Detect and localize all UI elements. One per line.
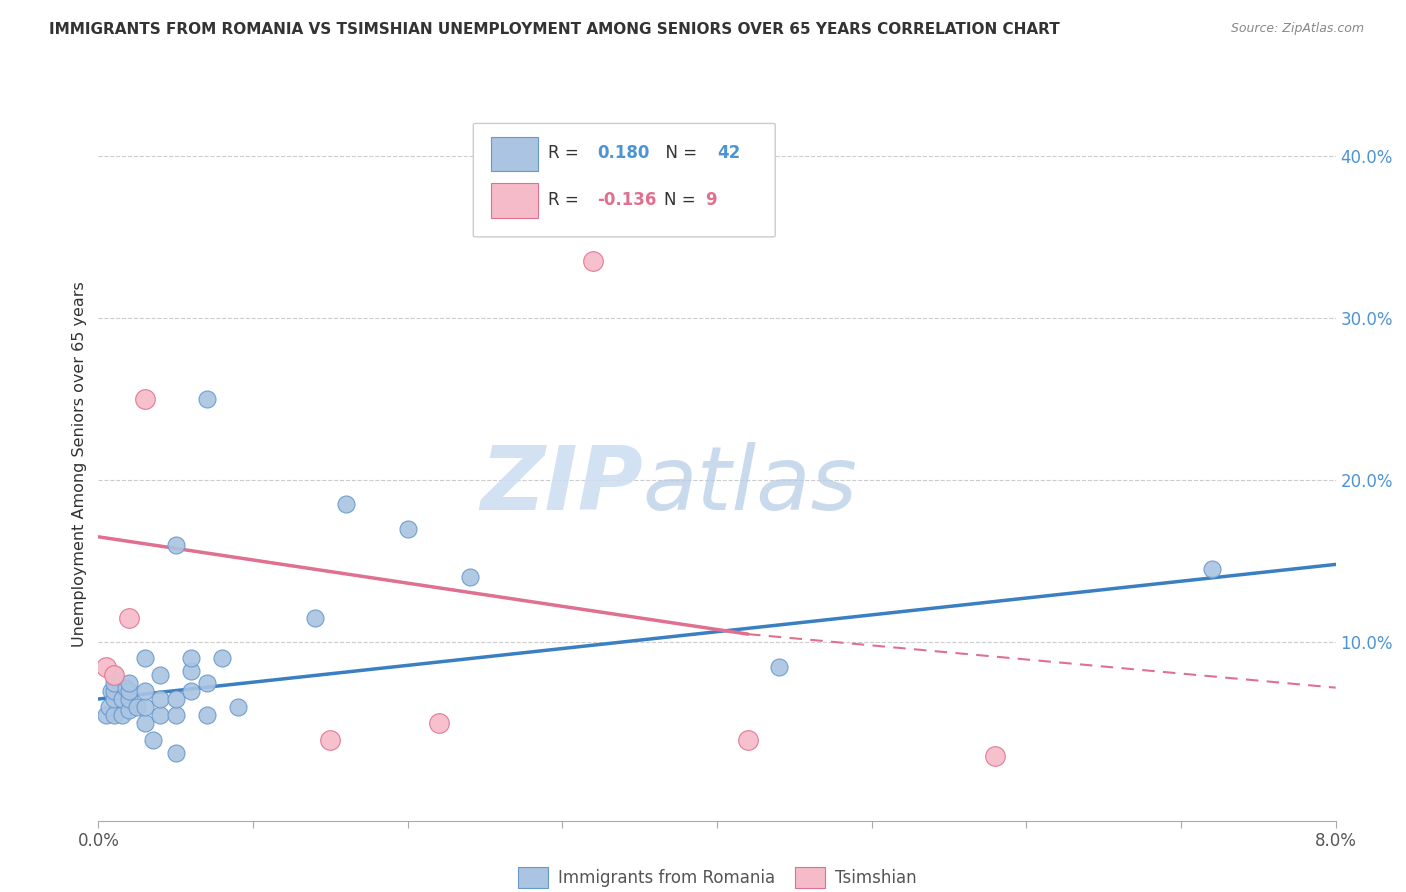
Text: N =: N = bbox=[655, 145, 703, 162]
Text: -0.136: -0.136 bbox=[598, 191, 657, 209]
Point bbox=[984, 748, 1007, 763]
Point bbox=[304, 611, 326, 625]
Point bbox=[335, 497, 357, 511]
Point bbox=[98, 700, 121, 714]
Point bbox=[111, 692, 134, 706]
Point bbox=[427, 716, 450, 731]
Point bbox=[118, 684, 141, 698]
Point bbox=[134, 651, 156, 665]
Text: R =: R = bbox=[547, 191, 583, 209]
Point bbox=[134, 700, 156, 714]
Point bbox=[134, 392, 156, 406]
Point bbox=[103, 667, 125, 681]
Point bbox=[134, 684, 156, 698]
Point bbox=[103, 675, 125, 690]
Point bbox=[118, 611, 141, 625]
Point bbox=[165, 708, 187, 723]
Point bbox=[165, 746, 187, 760]
Point bbox=[96, 659, 118, 673]
Point bbox=[180, 665, 202, 679]
Point bbox=[103, 667, 125, 681]
Point bbox=[149, 708, 172, 723]
Point bbox=[458, 570, 481, 584]
Point bbox=[226, 700, 249, 714]
Point bbox=[1201, 562, 1223, 576]
Point bbox=[180, 684, 202, 698]
Point bbox=[165, 692, 187, 706]
FancyBboxPatch shape bbox=[491, 184, 537, 218]
Point bbox=[396, 522, 419, 536]
Point bbox=[111, 708, 134, 723]
FancyBboxPatch shape bbox=[491, 137, 537, 171]
Point bbox=[195, 708, 218, 723]
Point bbox=[115, 681, 138, 695]
Text: 42: 42 bbox=[717, 145, 741, 162]
Point bbox=[165, 538, 187, 552]
Point bbox=[127, 700, 149, 714]
Point bbox=[118, 692, 141, 706]
FancyBboxPatch shape bbox=[474, 123, 775, 237]
Point bbox=[100, 684, 122, 698]
Point bbox=[149, 667, 172, 681]
Text: 0.180: 0.180 bbox=[598, 145, 650, 162]
Legend: Immigrants from Romania, Tsimshian: Immigrants from Romania, Tsimshian bbox=[510, 861, 924, 892]
Point bbox=[103, 692, 125, 706]
Point bbox=[180, 651, 202, 665]
Point bbox=[118, 675, 141, 690]
Point bbox=[195, 675, 218, 690]
Point bbox=[134, 716, 156, 731]
Text: 9: 9 bbox=[704, 191, 716, 209]
Y-axis label: Unemployment Among Seniors over 65 years: Unemployment Among Seniors over 65 years bbox=[72, 281, 87, 647]
Point bbox=[103, 684, 125, 698]
Point bbox=[737, 732, 759, 747]
Text: Source: ZipAtlas.com: Source: ZipAtlas.com bbox=[1230, 22, 1364, 36]
Point bbox=[319, 732, 342, 747]
Point bbox=[768, 659, 790, 673]
Text: N =: N = bbox=[664, 191, 700, 209]
Point bbox=[118, 703, 141, 717]
Point bbox=[195, 392, 218, 406]
Text: atlas: atlas bbox=[643, 442, 858, 528]
Point bbox=[142, 732, 165, 747]
Point bbox=[582, 254, 605, 268]
Point bbox=[96, 708, 118, 723]
Text: ZIP: ZIP bbox=[479, 442, 643, 529]
Text: IMMIGRANTS FROM ROMANIA VS TSIMSHIAN UNEMPLOYMENT AMONG SENIORS OVER 65 YEARS CO: IMMIGRANTS FROM ROMANIA VS TSIMSHIAN UNE… bbox=[49, 22, 1060, 37]
Text: R =: R = bbox=[547, 145, 583, 162]
Point bbox=[103, 708, 125, 723]
Point bbox=[149, 692, 172, 706]
Point bbox=[211, 651, 233, 665]
